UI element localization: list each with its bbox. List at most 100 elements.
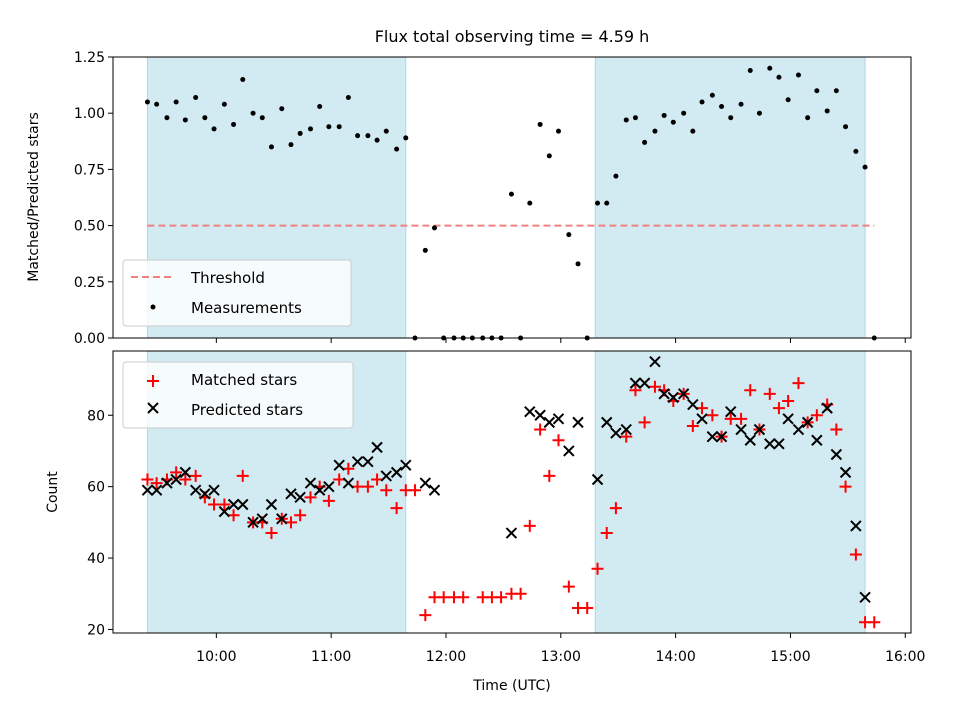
- matched-stars-point: [696, 402, 709, 415]
- predicted-stars-point: [801, 416, 814, 429]
- x-tick-label: 13:00: [541, 649, 581, 665]
- measurement-point: [537, 121, 543, 127]
- measurement-point: [221, 101, 227, 107]
- matched-stars-point: [523, 519, 536, 532]
- measurement-point: [508, 191, 514, 197]
- predicted-stars-point: [591, 473, 604, 486]
- predicted-stars-point: [821, 402, 833, 414]
- measurement-point: [566, 232, 572, 238]
- matched-stars-point: [534, 423, 547, 436]
- measurement-point: [268, 144, 274, 150]
- measurement-point: [211, 126, 217, 132]
- matched-legend-label: Matched stars: [191, 371, 297, 389]
- matched-stars-point: [371, 473, 384, 486]
- predicted-stars-point: [400, 459, 412, 471]
- matched-stars-point: [562, 580, 575, 593]
- x-tick-label: 12:00: [426, 649, 466, 665]
- predicted-stars-point: [782, 413, 794, 425]
- matched-stars-point: [227, 509, 240, 522]
- predicted-stars-point: [371, 441, 383, 454]
- predicted-stars-point: [601, 416, 613, 429]
- predicted-stars-point: [247, 516, 259, 529]
- measurement-point: [575, 261, 581, 267]
- matched-stars-point: [208, 498, 221, 511]
- measurement-point: [853, 148, 859, 154]
- predicted-stars-point: [543, 416, 556, 429]
- predicted-stars-point: [265, 498, 278, 511]
- matched-stars-point: [265, 527, 278, 540]
- measurements-legend-label: Measurements: [191, 299, 302, 317]
- predicted-stars-point: [811, 434, 823, 446]
- measurement-point: [814, 88, 820, 94]
- matched-stars-point: [830, 423, 843, 436]
- predicted-stars-point: [764, 438, 776, 450]
- predicted-stars-point: [792, 423, 805, 436]
- measurement-point: [719, 103, 725, 109]
- measurements-legend-key: [150, 304, 156, 310]
- matched-stars-point: [543, 469, 556, 482]
- matched-stars-point: [419, 609, 432, 622]
- measurement-point: [231, 121, 237, 127]
- measurement-point: [623, 117, 629, 123]
- matched-stars-point: [150, 477, 163, 490]
- measurement-point: [756, 110, 762, 116]
- predicted-stars-point: [677, 388, 690, 400]
- predicted-stars-point: [629, 377, 642, 389]
- measurement-point: [604, 200, 610, 206]
- predicted-stars-point: [218, 505, 231, 518]
- predicted-stars-point: [859, 591, 871, 604]
- predicted-stars-point: [189, 484, 202, 496]
- matched-stars-point: [170, 466, 183, 479]
- y-tick-label: 0.25: [74, 275, 105, 291]
- threshold-legend-label: Threshold: [190, 269, 265, 287]
- predicted-stars-point: [227, 498, 240, 511]
- matched-stars-point: [724, 412, 737, 425]
- matched-stars-point: [179, 473, 192, 486]
- measurement-point: [326, 124, 332, 130]
- matched-stars-point: [648, 380, 661, 393]
- measurement-point: [699, 99, 705, 105]
- measurement-point: [556, 128, 562, 134]
- predicted-stars-point: [696, 413, 708, 425]
- measurement-point: [613, 173, 619, 179]
- predicted-stars-point: [620, 423, 632, 436]
- predicted-stars-point: [141, 484, 154, 496]
- measurement-point: [297, 130, 303, 136]
- measurement-point: [173, 99, 179, 105]
- measurement-point: [431, 225, 437, 231]
- predicted-stars-point: [199, 488, 211, 500]
- measurement-point: [394, 146, 400, 152]
- matched-stars-point: [437, 591, 450, 604]
- measurement-point: [546, 153, 552, 159]
- matched-stars-point: [294, 509, 307, 522]
- x-tick-label: 10:00: [196, 649, 236, 665]
- measurement-point: [355, 133, 361, 139]
- matched-stars-point: [552, 434, 565, 447]
- predicted-stars-point: [667, 391, 680, 404]
- measurement-point: [250, 110, 256, 116]
- matched-stars-point: [333, 473, 346, 486]
- measurement-point: [336, 124, 342, 130]
- predicted-stars-point: [380, 470, 392, 482]
- measurement-point: [527, 200, 533, 206]
- y-tick-label: 0.00: [74, 331, 105, 347]
- predicted-stars-point: [715, 430, 728, 443]
- predicted-stars-point: [342, 477, 355, 489]
- matched-stars-point: [810, 409, 823, 422]
- predicted-stars-point: [419, 477, 432, 489]
- predicted-stars-point: [850, 520, 862, 532]
- measurement-point: [690, 128, 696, 134]
- predicted-stars-point: [638, 377, 651, 389]
- matched-stars-point: [514, 587, 527, 600]
- matched-stars-point: [236, 469, 249, 482]
- y-tick-label: 1.25: [74, 50, 105, 66]
- y-tick-label: 80: [87, 408, 105, 424]
- y-tick-label: 40: [87, 551, 105, 567]
- predicted-stars-point: [706, 430, 719, 443]
- chart-title: Flux total observing time = 4.59 h: [375, 27, 650, 46]
- matched-stars-point: [189, 469, 202, 482]
- measurement-point: [862, 164, 868, 170]
- matched-stars-point: [735, 412, 748, 425]
- matched-stars-point: [304, 491, 317, 504]
- observing-window-shade: [594, 351, 866, 633]
